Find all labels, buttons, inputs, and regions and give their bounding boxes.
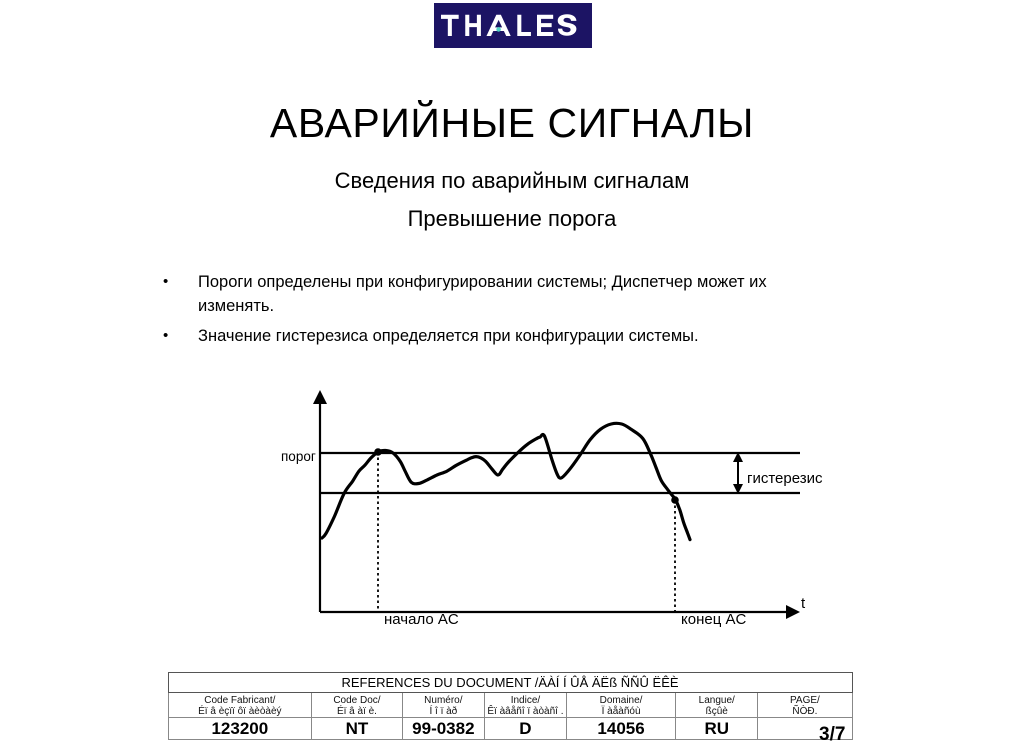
svg-text:гистерезис: гистерезис — [747, 470, 823, 487]
svg-text:конец AC: конец AC — [681, 611, 746, 628]
svg-text:порог: порог — [281, 449, 316, 464]
svg-text:t: t — [801, 595, 806, 612]
svg-text:начало AC: начало AC — [384, 611, 459, 628]
